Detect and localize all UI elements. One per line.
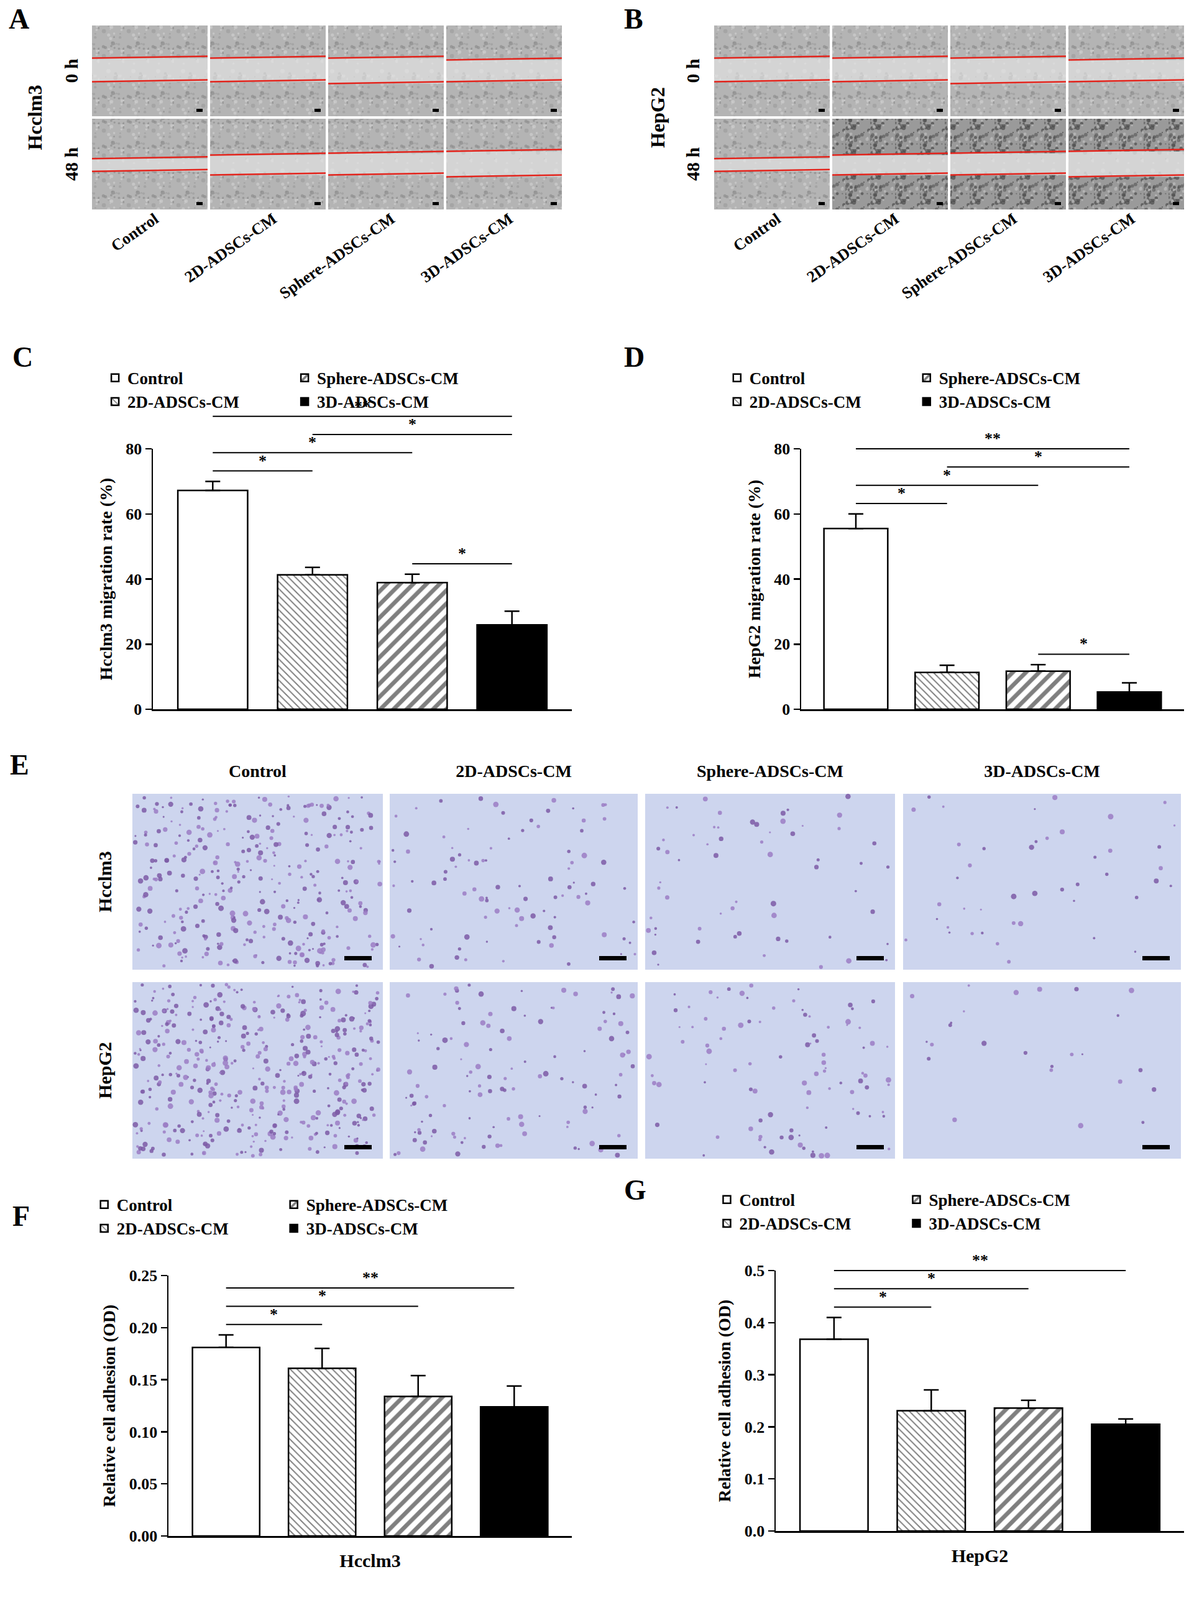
svg-text:3D-ADSCs-CM: 3D-ADSCs-CM xyxy=(417,209,517,286)
svg-text:Hcclm3: Hcclm3 xyxy=(23,85,46,151)
svg-text:3D-ADSCs-CM: 3D-ADSCs-CM xyxy=(939,392,1052,412)
svg-text:Sphere-ADSCs-CM: Sphere-ADSCs-CM xyxy=(696,761,844,781)
svg-text:0: 0 xyxy=(781,700,790,719)
svg-text:0.0: 0.0 xyxy=(744,1522,766,1541)
svg-text:3D-ADSCs-CM: 3D-ADSCs-CM xyxy=(928,1214,1041,1234)
svg-text:20: 20 xyxy=(773,635,790,654)
svg-text:*: * xyxy=(942,466,951,485)
svg-text:E: E xyxy=(9,748,30,781)
svg-text:**: ** xyxy=(972,1251,989,1270)
svg-text:Hcclm3: Hcclm3 xyxy=(94,850,115,912)
svg-text:F: F xyxy=(12,1200,30,1232)
svg-text:0.20: 0.20 xyxy=(129,1318,158,1337)
svg-text:B: B xyxy=(624,3,644,35)
svg-text:HepG2: HepG2 xyxy=(646,87,669,148)
svg-text:0.3: 0.3 xyxy=(744,1366,766,1385)
svg-text:*: * xyxy=(927,1269,936,1288)
svg-text:Control: Control xyxy=(729,209,784,255)
svg-text:Sphere-ADSCs-CM: Sphere-ADSCs-CM xyxy=(928,1190,1071,1210)
svg-text:Hcclm3 migration rate (%): Hcclm3 migration rate (%) xyxy=(96,477,116,681)
svg-text:0.15: 0.15 xyxy=(129,1371,158,1390)
svg-text:2D-ADSCs-CM: 2D-ADSCs-CM xyxy=(116,1219,229,1239)
svg-text:Relative cell adhesion (OD): Relative cell adhesion (OD) xyxy=(714,1299,735,1503)
svg-text:**: ** xyxy=(354,397,371,416)
svg-text:80: 80 xyxy=(773,440,790,459)
svg-text:*: * xyxy=(308,433,317,452)
svg-text:0.00: 0.00 xyxy=(129,1527,158,1546)
svg-text:*: * xyxy=(408,415,417,434)
svg-text:D: D xyxy=(624,341,645,373)
svg-text:Hcclm3: Hcclm3 xyxy=(339,1550,401,1571)
svg-text:*: * xyxy=(878,1287,887,1306)
svg-text:40: 40 xyxy=(773,570,790,589)
svg-text:Sphere-ADSCs-CM: Sphere-ADSCs-CM xyxy=(316,369,459,388)
svg-text:0.05: 0.05 xyxy=(129,1474,158,1493)
svg-text:Control: Control xyxy=(749,369,806,388)
svg-text:0.2: 0.2 xyxy=(744,1418,766,1437)
svg-text:HepG2 migration rate (%): HepG2 migration rate (%) xyxy=(744,479,764,679)
svg-text:0 h: 0 h xyxy=(682,58,703,84)
svg-text:60: 60 xyxy=(125,505,142,524)
svg-text:2D-ADSCs-CM: 2D-ADSCs-CM xyxy=(803,209,903,286)
svg-text:Sphere-ADSCs-CM: Sphere-ADSCs-CM xyxy=(275,209,398,303)
svg-text:0.4: 0.4 xyxy=(744,1313,766,1332)
svg-text:3D-ADSCs-CM: 3D-ADSCs-CM xyxy=(1039,209,1139,286)
svg-text:Control: Control xyxy=(739,1190,795,1210)
svg-text:G: G xyxy=(624,1174,647,1206)
svg-text:HepG2: HepG2 xyxy=(951,1545,1009,1566)
svg-text:0.1: 0.1 xyxy=(744,1469,766,1488)
svg-text:*: * xyxy=(269,1305,278,1324)
svg-text:3D-ADSCs-CM: 3D-ADSCs-CM xyxy=(316,392,429,412)
svg-text:0.5: 0.5 xyxy=(744,1261,766,1280)
svg-text:48 h: 48 h xyxy=(682,147,703,182)
svg-text:48 h: 48 h xyxy=(60,147,82,182)
svg-text:*: * xyxy=(1034,447,1043,466)
svg-text:*: * xyxy=(1079,634,1088,653)
svg-text:2D-ADSCs-CM: 2D-ADSCs-CM xyxy=(455,761,572,781)
svg-text:Sphere-ADSCs-CM: Sphere-ADSCs-CM xyxy=(898,209,1020,303)
svg-text:40: 40 xyxy=(125,570,142,589)
svg-text:3D-ADSCs-CM: 3D-ADSCs-CM xyxy=(306,1219,419,1239)
svg-text:*: * xyxy=(458,544,467,563)
svg-text:C: C xyxy=(12,341,33,373)
svg-text:2D-ADSCs-CM: 2D-ADSCs-CM xyxy=(749,392,862,412)
svg-text:80: 80 xyxy=(125,440,142,459)
svg-text:Control: Control xyxy=(228,761,287,781)
svg-text:**: ** xyxy=(984,429,1001,448)
svg-text:Sphere-ADSCs-CM: Sphere-ADSCs-CM xyxy=(939,369,1081,388)
svg-text:2D-ADSCs-CM: 2D-ADSCs-CM xyxy=(127,392,240,412)
svg-text:0.25: 0.25 xyxy=(129,1266,158,1285)
svg-text:20: 20 xyxy=(125,635,142,654)
svg-text:HepG2: HepG2 xyxy=(94,1041,115,1099)
svg-text:*: * xyxy=(897,484,906,503)
svg-text:2D-ADSCs-CM: 2D-ADSCs-CM xyxy=(739,1214,851,1234)
svg-text:A: A xyxy=(8,3,30,35)
svg-text:Sphere-ADSCs-CM: Sphere-ADSCs-CM xyxy=(306,1195,449,1215)
svg-text:*: * xyxy=(258,451,267,470)
svg-text:Control: Control xyxy=(107,209,162,255)
svg-text:60: 60 xyxy=(773,505,790,524)
svg-text:Relative cell adhesion (OD): Relative cell adhesion (OD) xyxy=(99,1304,119,1508)
svg-text:2D-ADSCs-CM: 2D-ADSCs-CM xyxy=(181,209,281,286)
svg-text:*: * xyxy=(318,1286,327,1305)
svg-text:Control: Control xyxy=(127,369,184,388)
svg-text:3D-ADSCs-CM: 3D-ADSCs-CM xyxy=(983,761,1101,781)
svg-text:0: 0 xyxy=(133,700,142,719)
svg-text:0.10: 0.10 xyxy=(129,1423,158,1442)
svg-text:**: ** xyxy=(362,1268,379,1287)
svg-text:Control: Control xyxy=(116,1195,173,1215)
svg-text:0 h: 0 h xyxy=(60,58,82,84)
